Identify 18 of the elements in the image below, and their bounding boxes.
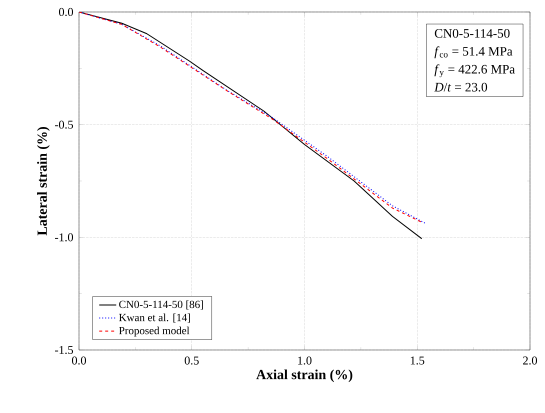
x-tick-label: 0.5	[184, 356, 199, 365]
x-axis-title: Axial strain (%)	[256, 369, 352, 382]
y-tick-label: -1.5	[55, 346, 74, 354]
x-tick-label: 1.0	[298, 356, 312, 365]
x-tick-label: 0.0	[72, 356, 86, 365]
annotation: CN0-5-114-50	[434, 29, 510, 38]
legend-label: CN0-5-114-50 [86]	[119, 300, 203, 310]
legend-label: Proposed model	[119, 326, 190, 337]
y-axis-title: Lateral strain (%)	[37, 127, 50, 236]
x-tick-label: 2.0	[523, 356, 538, 365]
annotation: D/t = 23.0	[434, 82, 488, 92]
annotation: f$_{co}$ = 51.4 MPa	[434, 46, 512, 58]
legend-label: Kwan et al. [14]	[119, 314, 190, 323]
y-tick-label: -0.5	[55, 120, 74, 129]
x-tick-label: 1.5	[410, 356, 424, 365]
y-tick-label: -1.0	[55, 233, 74, 242]
y-tick-label: 0.0	[58, 8, 74, 16]
annotation: f$_{y}$ = 422.6 MPa	[434, 64, 515, 78]
